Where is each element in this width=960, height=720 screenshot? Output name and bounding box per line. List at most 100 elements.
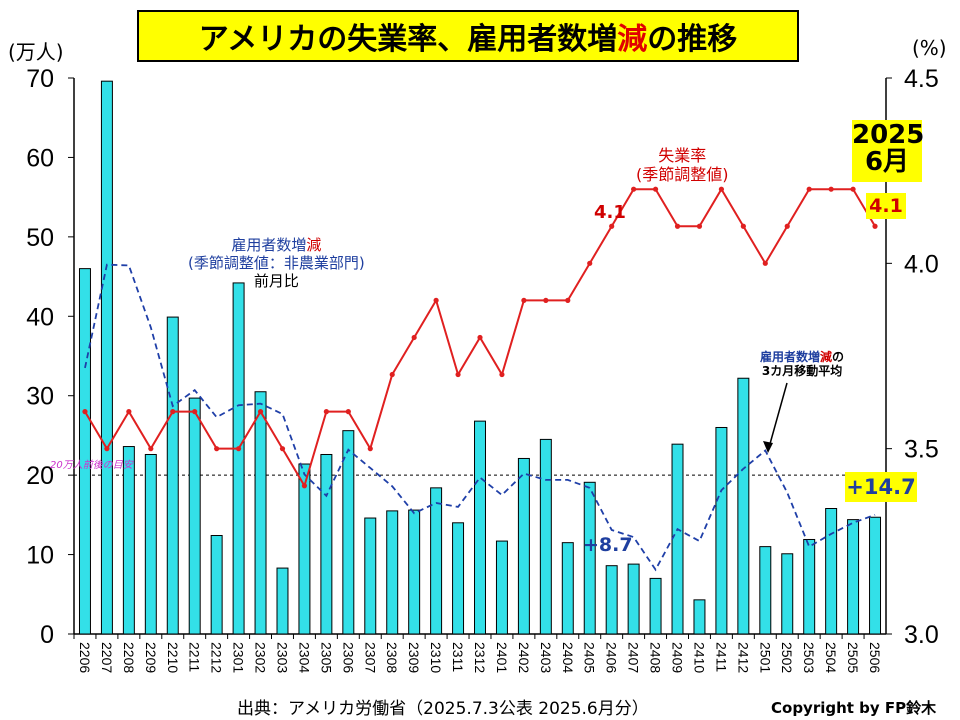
x-tick-label: 2401 <box>494 642 510 673</box>
bar <box>100 80 113 635</box>
right-tick-label: 3.5 <box>904 436 939 464</box>
bar <box>232 282 245 635</box>
value-label-147: +14.7 <box>845 472 917 502</box>
unemployment-point <box>411 334 417 341</box>
x-tick-label: 2310 <box>428 642 444 673</box>
unemployment-point <box>587 260 593 266</box>
bar <box>386 510 399 635</box>
unemployment-point <box>696 223 703 229</box>
left-tick-label: 20 <box>26 462 54 490</box>
x-tick-label: 2303 <box>274 642 290 673</box>
x-tick-label: 2306 <box>340 642 356 673</box>
unemployment-point <box>126 409 132 415</box>
unemployment-point <box>301 483 308 489</box>
x-tick-label: 2305 <box>318 642 334 673</box>
bar <box>759 546 772 635</box>
bar <box>452 522 465 635</box>
x-tick-label: 2501 <box>757 642 773 673</box>
x-tick-label: 2505 <box>845 642 861 673</box>
unemployment-point <box>740 223 746 229</box>
right-axis-unit: (%) <box>912 36 947 60</box>
x-tick-label: 2504 <box>823 642 839 673</box>
unemployment-point <box>345 409 351 415</box>
unemployment-point <box>565 297 571 303</box>
x-tick-label: 2406 <box>604 642 620 673</box>
unemployment-point <box>652 186 659 192</box>
unemployment-point <box>433 297 439 303</box>
bar <box>408 509 421 635</box>
bar <box>430 487 443 635</box>
tick-labels: 0 10 20 30 40 50 60 70 3.0 3.5 4.0 4.5 2206 2207 2208 2… <box>26 65 939 673</box>
chart-title: アメリカの失業率、雇用者数増減の推移 <box>137 10 799 62</box>
bar <box>825 508 838 635</box>
unemployment-point <box>257 409 264 415</box>
bar <box>605 565 618 635</box>
bar <box>254 391 267 635</box>
left-tick-label: 30 <box>26 383 54 411</box>
bar <box>583 481 596 635</box>
x-tick-label: 2207 <box>99 642 115 673</box>
x-tick-label: 2311 <box>450 642 466 672</box>
x-tick-label: 2403 <box>538 642 554 673</box>
right-tick-label: 3.0 <box>904 621 939 649</box>
left-tick-label: 0 <box>40 621 54 649</box>
moving-average-line <box>84 263 876 572</box>
title-pre: アメリカの失業率、雇用者数増 <box>198 22 618 57</box>
bar <box>715 426 728 635</box>
left-tick-label: 10 <box>26 542 54 570</box>
latest-month-badge: 2025 6月 <box>852 120 925 182</box>
ma-label-sub: 3カ月移動平均 <box>761 364 843 379</box>
unemployment-point <box>806 186 812 192</box>
x-tick-label: 2208 <box>121 642 137 673</box>
unemployment-point <box>170 409 176 415</box>
unemployment-point <box>279 446 286 452</box>
unemployment-point <box>762 260 768 266</box>
value-label-41-right: 4.1 <box>866 193 906 219</box>
left-tick-label: 70 <box>26 65 54 93</box>
bar <box>188 397 201 635</box>
payroll-label-sub: (季節調整値：非農業部門) <box>188 254 365 272</box>
unemployment-point <box>148 446 154 452</box>
x-tick-label: 2309 <box>406 642 422 673</box>
bar <box>781 553 794 635</box>
x-tick-label: 2212 <box>209 642 225 673</box>
x-tick-label: 2209 <box>143 642 159 673</box>
bar <box>474 420 486 635</box>
source-note: 出典：アメリカ労働省（2025.7.3公表 2025.6月分） <box>237 699 649 719</box>
x-tick-label: 2408 <box>648 642 664 673</box>
unemployment-point <box>718 186 725 192</box>
unemployment-point <box>543 297 549 303</box>
x-tick-label: 2312 <box>472 642 488 673</box>
unemployment-point <box>455 371 461 378</box>
left-axis-unit: (万人) <box>8 40 64 64</box>
payroll-label-main: 雇用者数増 <box>231 236 307 254</box>
bar <box>298 463 311 635</box>
ma-label-main: 雇用者数増 <box>760 350 821 364</box>
x-tick-label: 2407 <box>626 642 642 673</box>
bar-series <box>78 80 882 635</box>
x-tick-label: 2402 <box>516 642 532 673</box>
right-tick-label: 4.5 <box>904 65 939 93</box>
bar <box>847 519 860 635</box>
unemployment-point <box>389 371 395 378</box>
x-tick-label: 2412 <box>735 642 751 673</box>
ma-pointer-arrowhead <box>763 441 773 453</box>
x-tick-label: 2308 <box>384 642 400 673</box>
unemployment-point <box>499 371 505 378</box>
bar <box>342 430 355 635</box>
bar <box>166 316 179 635</box>
unemployment-point <box>82 409 88 415</box>
ma-pointer-line <box>767 382 788 452</box>
value-label-41-left: 4.1 <box>594 202 626 223</box>
badge-year: 2025 <box>852 120 925 150</box>
x-tick-label: 2404 <box>560 642 576 673</box>
unemployment-point <box>631 186 637 192</box>
bar <box>320 453 333 635</box>
value-label-87: +8.7 <box>583 534 633 556</box>
unemployment-point <box>674 223 681 229</box>
x-tick-label: 2502 <box>779 642 795 673</box>
x-tick-label: 2301 <box>231 642 247 673</box>
copyright: Copyright by FP鈴木 <box>771 699 937 717</box>
bar <box>649 577 662 635</box>
bar <box>539 438 552 635</box>
